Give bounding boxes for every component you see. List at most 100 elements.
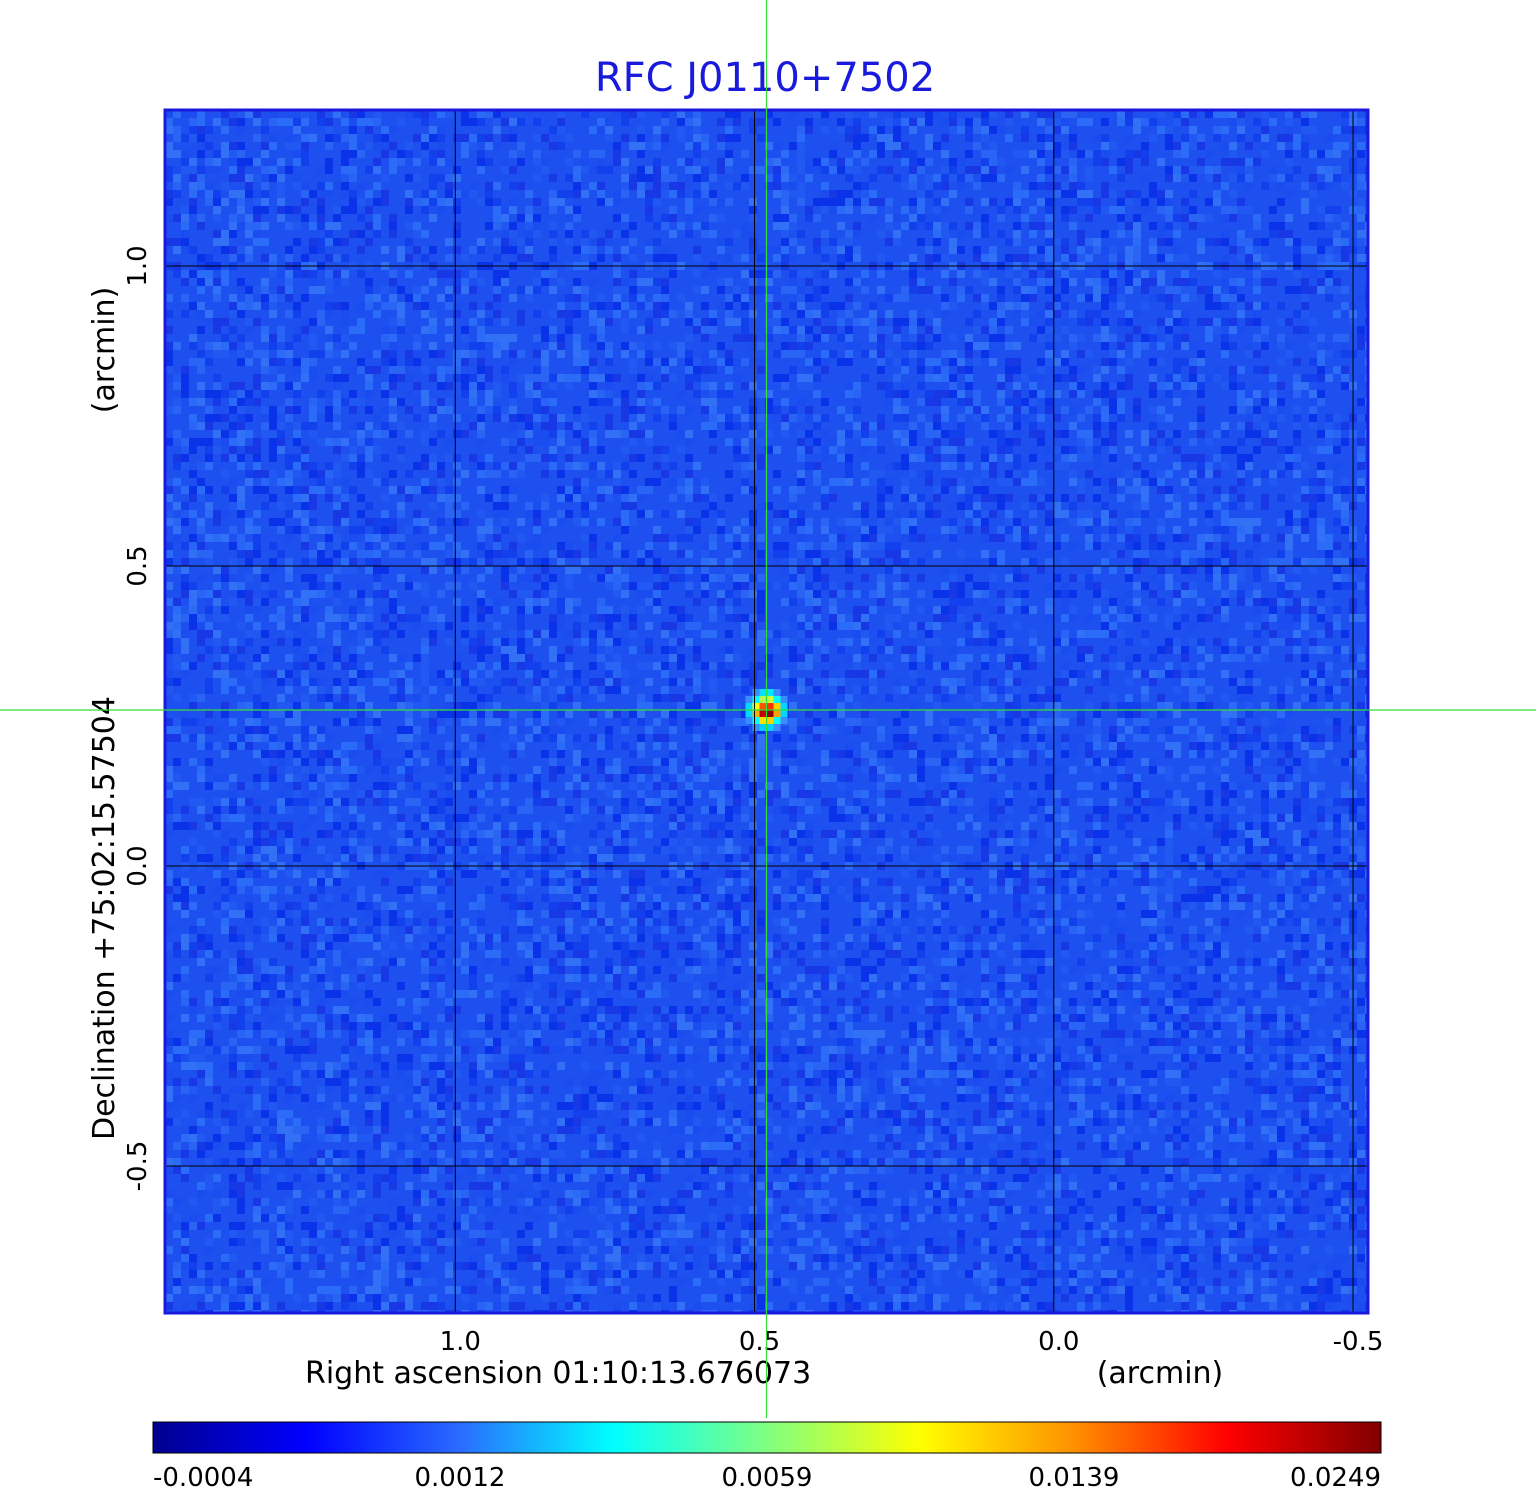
heatmap-cell (445, 870, 453, 878)
heatmap-cell (341, 1126, 349, 1134)
heatmap-cell (389, 830, 397, 838)
heatmap-cell (461, 1214, 469, 1222)
heatmap-cell (197, 542, 205, 550)
heatmap-cell (549, 1222, 557, 1230)
heatmap-cell (261, 598, 269, 606)
heatmap-cell (317, 950, 325, 958)
heatmap-cell (661, 870, 669, 878)
heatmap-cell (669, 694, 677, 702)
heatmap-cell (285, 454, 293, 462)
heatmap-cell (229, 806, 237, 814)
heatmap-cell (677, 806, 685, 814)
heatmap-cell (301, 926, 309, 934)
heatmap-cell (301, 1246, 309, 1254)
heatmap-cell (605, 686, 613, 694)
heatmap-cell (565, 814, 573, 822)
heatmap-cell (341, 558, 349, 566)
heatmap-cell (533, 1182, 541, 1190)
heatmap-cell (589, 1014, 597, 1022)
heatmap-cell (485, 614, 493, 622)
heatmap-cell (493, 126, 501, 134)
heatmap-cell (525, 1118, 533, 1126)
heatmap-cell (237, 358, 245, 366)
heatmap-cell (229, 1118, 237, 1126)
heatmap-cell (549, 1150, 557, 1158)
heatmap-cell (181, 1062, 189, 1070)
heatmap-cell (181, 382, 189, 390)
heatmap-cell (477, 734, 485, 742)
heatmap-cell (445, 774, 453, 782)
heatmap-cell (173, 814, 181, 822)
heatmap-cell (253, 1094, 261, 1102)
heatmap-cell (469, 422, 477, 430)
heatmap-cell (349, 230, 357, 238)
heatmap-cell (421, 438, 429, 446)
heatmap-cell (637, 1190, 645, 1198)
heatmap-cell (301, 1094, 309, 1102)
heatmap-cell (301, 1142, 309, 1150)
heatmap-cell (661, 646, 669, 654)
heatmap-cell (549, 286, 557, 294)
heatmap-cell (213, 446, 221, 454)
heatmap-cell (477, 902, 485, 910)
heatmap-cell (557, 1174, 565, 1182)
heatmap-cell (429, 1166, 437, 1174)
heatmap-cell (645, 702, 653, 710)
heatmap-cell (269, 838, 277, 846)
heatmap-cell (501, 1262, 509, 1270)
heatmap-cell (637, 710, 645, 718)
heatmap-cell (477, 814, 485, 822)
heatmap-cell (261, 430, 269, 438)
heatmap-cell (493, 1182, 501, 1190)
heatmap-cell (445, 790, 453, 798)
heatmap-cell (549, 1230, 557, 1238)
heatmap-cell (173, 1270, 181, 1278)
heatmap-cell (333, 974, 341, 982)
heatmap-cell (389, 790, 397, 798)
heatmap-cell (669, 726, 677, 734)
heatmap-cell (285, 254, 293, 262)
heatmap-cell (229, 478, 237, 486)
heatmap-cell (677, 1158, 685, 1166)
heatmap-cell (405, 294, 413, 302)
heatmap-cell (557, 654, 565, 662)
heatmap-cell (445, 294, 453, 302)
heatmap-cell (573, 1302, 581, 1310)
heatmap-cell (205, 942, 213, 950)
heatmap-cell (373, 518, 381, 526)
heatmap-cell (349, 998, 357, 1006)
heatmap-cell (245, 1054, 253, 1062)
heatmap-cell (301, 542, 309, 550)
heatmap-cell (277, 334, 285, 342)
heatmap-cell (445, 798, 453, 806)
heatmap-cell (261, 734, 269, 742)
heatmap-cell (661, 670, 669, 678)
heatmap-cell (485, 302, 493, 310)
heatmap-cell (349, 622, 357, 630)
heatmap-cell (509, 198, 517, 206)
heatmap-cell (197, 254, 205, 262)
heatmap-cell (325, 854, 333, 862)
heatmap-cell (525, 598, 533, 606)
heatmap-cell (509, 870, 517, 878)
heatmap-cell (653, 846, 661, 854)
heatmap-cell (205, 486, 213, 494)
heatmap-cell (429, 950, 437, 958)
heatmap-cell (197, 382, 205, 390)
heatmap-cell (517, 742, 525, 750)
heatmap-cell (165, 806, 173, 814)
heatmap-cell (373, 1182, 381, 1190)
heatmap-cell (205, 278, 213, 286)
heatmap-cell (341, 1174, 349, 1182)
heatmap-cell (253, 382, 261, 390)
heatmap-cell (461, 286, 469, 294)
heatmap-cell (373, 750, 381, 758)
heatmap-cell (557, 1006, 565, 1014)
heatmap-cell (621, 118, 629, 126)
heatmap-cell (461, 470, 469, 478)
heatmap-cell (341, 1238, 349, 1246)
heatmap-cell (421, 990, 429, 998)
heatmap-cell (189, 950, 197, 958)
heatmap-cell (181, 446, 189, 454)
heatmap-cell (685, 1230, 693, 1238)
